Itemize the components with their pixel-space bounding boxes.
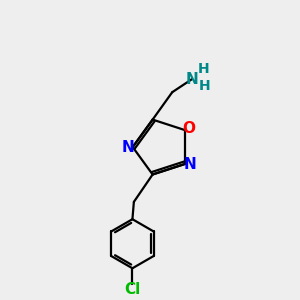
Text: Cl: Cl	[124, 282, 141, 297]
Text: O: O	[182, 121, 195, 136]
Text: N: N	[122, 140, 134, 154]
Text: H: H	[198, 62, 209, 76]
Text: N: N	[183, 157, 196, 172]
Text: H: H	[199, 80, 211, 93]
Text: N: N	[185, 72, 198, 87]
